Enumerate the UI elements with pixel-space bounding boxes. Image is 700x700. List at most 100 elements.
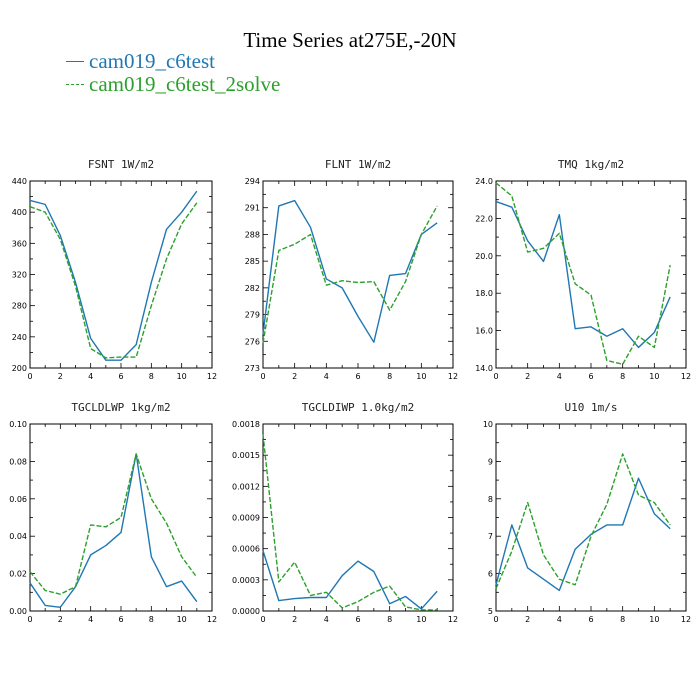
x-tick-label: 10 xyxy=(649,615,659,624)
x-tick-label: 8 xyxy=(620,615,625,624)
y-tick-label: 0.0000 xyxy=(232,607,260,616)
x-tick-label: 8 xyxy=(387,615,392,624)
x-tick-label: 0 xyxy=(493,372,498,381)
x-tick-label: 6 xyxy=(355,372,360,381)
chart-panel-6: U10 1m/s 0 2 4 6 8 10 12 5 6 7 8 9 10 xyxy=(483,401,691,624)
legend-label-series-1: cam019_c6test xyxy=(89,49,215,73)
series-line-2 xyxy=(262,205,438,344)
series-line-1 xyxy=(29,453,198,608)
series-line-1 xyxy=(495,477,671,592)
y-tick-label: 10 xyxy=(483,420,493,429)
plot-frame xyxy=(29,423,213,612)
x-tick-label: 2 xyxy=(525,372,530,381)
x-tick-label: 0 xyxy=(27,372,32,381)
y-tick-label: 22.0 xyxy=(475,214,493,223)
y-tick-label: 16.0 xyxy=(475,327,493,336)
y-tick-label: 0.0018 xyxy=(232,420,260,429)
x-tick-label: 12 xyxy=(448,615,458,624)
y-tick-label: 294 xyxy=(245,177,260,186)
x-tick-label: 12 xyxy=(681,372,691,381)
panel-title: U10 1m/s xyxy=(565,401,618,414)
y-tick-label: 276 xyxy=(245,337,260,346)
x-tick-label: 2 xyxy=(58,615,63,624)
x-tick-label: 8 xyxy=(149,372,154,381)
y-tick-label: 440 xyxy=(12,177,27,186)
y-tick-label: 0.0006 xyxy=(232,545,260,554)
series-line-1 xyxy=(262,550,438,610)
x-tick-label: 0 xyxy=(260,615,265,624)
x-tick-label: 6 xyxy=(355,615,360,624)
plot-frame xyxy=(262,423,454,612)
y-tick-label: 0.0012 xyxy=(232,482,260,491)
y-tick-label: 200 xyxy=(12,364,27,373)
x-tick-label: 10 xyxy=(416,372,426,381)
x-tick-label: 8 xyxy=(149,615,154,624)
legend: cam019_c6test cam019_c6test_2solve xyxy=(66,50,280,96)
x-tick-label: 0 xyxy=(493,615,498,624)
y-tick-label: 5 xyxy=(488,607,493,616)
y-tick-label: 0.00 xyxy=(9,607,27,616)
y-tick-label: 282 xyxy=(245,284,260,293)
x-tick-label: 4 xyxy=(88,372,93,381)
legend-item-series-2: cam019_c6test_2solve xyxy=(66,73,280,96)
x-tick-label: 10 xyxy=(416,615,426,624)
plot-frame xyxy=(495,180,687,369)
panel-title: TGCLDIWP 1.0kg/m2 xyxy=(302,401,415,414)
legend-swatch-series-1 xyxy=(66,61,84,62)
series-line-2 xyxy=(495,453,671,589)
x-tick-label: 6 xyxy=(118,372,123,381)
figure-title: Time Series at275E,-20N xyxy=(243,28,457,52)
x-tick-label: 6 xyxy=(118,615,123,624)
x-tick-label: 6 xyxy=(588,615,593,624)
chart-panel-5: TGCLDIWP 1.0kg/m2 0 2 4 6 8 10 12 0.0000 0.0003 0.… xyxy=(232,401,458,624)
x-tick-label: 10 xyxy=(177,615,187,624)
panel-title: TGCLDLWP 1kg/m2 xyxy=(71,401,170,414)
y-tick-label: 20.0 xyxy=(475,252,493,261)
x-tick-label: 12 xyxy=(207,615,217,624)
x-tick-label: 10 xyxy=(177,372,187,381)
y-tick-label: 6 xyxy=(488,570,493,579)
x-tick-label: 0 xyxy=(27,615,32,624)
y-tick-label: 320 xyxy=(12,271,27,280)
y-tick-label: 0.04 xyxy=(9,532,27,541)
y-tick-label: 400 xyxy=(12,208,27,217)
x-tick-label: 4 xyxy=(88,615,93,624)
y-tick-label: 8 xyxy=(488,495,493,504)
series-line-2 xyxy=(29,202,198,359)
series-line-1 xyxy=(495,200,671,349)
x-tick-label: 6 xyxy=(588,372,593,381)
legend-swatch-series-2 xyxy=(66,84,84,85)
y-tick-label: 24.0 xyxy=(475,177,493,186)
y-tick-label: 0.02 xyxy=(9,570,27,579)
x-tick-label: 4 xyxy=(324,372,329,381)
x-tick-label: 2 xyxy=(525,615,530,624)
y-tick-label: 0.10 xyxy=(9,420,27,429)
y-tick-label: 240 xyxy=(12,333,27,342)
x-tick-label: 0 xyxy=(260,372,265,381)
legend-label-series-2: cam019_c6test_2solve xyxy=(89,72,281,96)
series-line-1 xyxy=(262,199,438,343)
x-tick-label: 12 xyxy=(448,372,458,381)
panel-title: FLNT 1W/m2 xyxy=(325,158,391,171)
chart-panel-1: FSNT 1W/m2 0 2 4 6 8 10 12 200 240 280 320 360 400 440 xyxy=(12,158,217,381)
y-tick-label: 285 xyxy=(245,257,260,266)
y-tick-label: 360 xyxy=(12,239,27,248)
y-tick-label: 0.0009 xyxy=(232,514,260,523)
series-line-2 xyxy=(29,453,198,595)
panel-title: FSNT 1W/m2 xyxy=(88,158,154,171)
x-tick-label: 2 xyxy=(292,615,297,624)
series-line-2 xyxy=(495,182,671,365)
x-tick-label: 12 xyxy=(681,615,691,624)
x-tick-label: 2 xyxy=(292,372,297,381)
y-tick-label: 280 xyxy=(12,302,27,311)
x-tick-label: 8 xyxy=(620,372,625,381)
x-tick-label: 2 xyxy=(58,372,63,381)
y-tick-label: 14.0 xyxy=(475,364,493,373)
panel-title: TMQ 1kg/m2 xyxy=(558,158,624,171)
y-tick-label: 288 xyxy=(245,230,260,239)
y-tick-label: 0.08 xyxy=(9,457,27,466)
y-tick-label: 0.0003 xyxy=(232,576,260,585)
y-tick-label: 0.0015 xyxy=(232,451,260,460)
